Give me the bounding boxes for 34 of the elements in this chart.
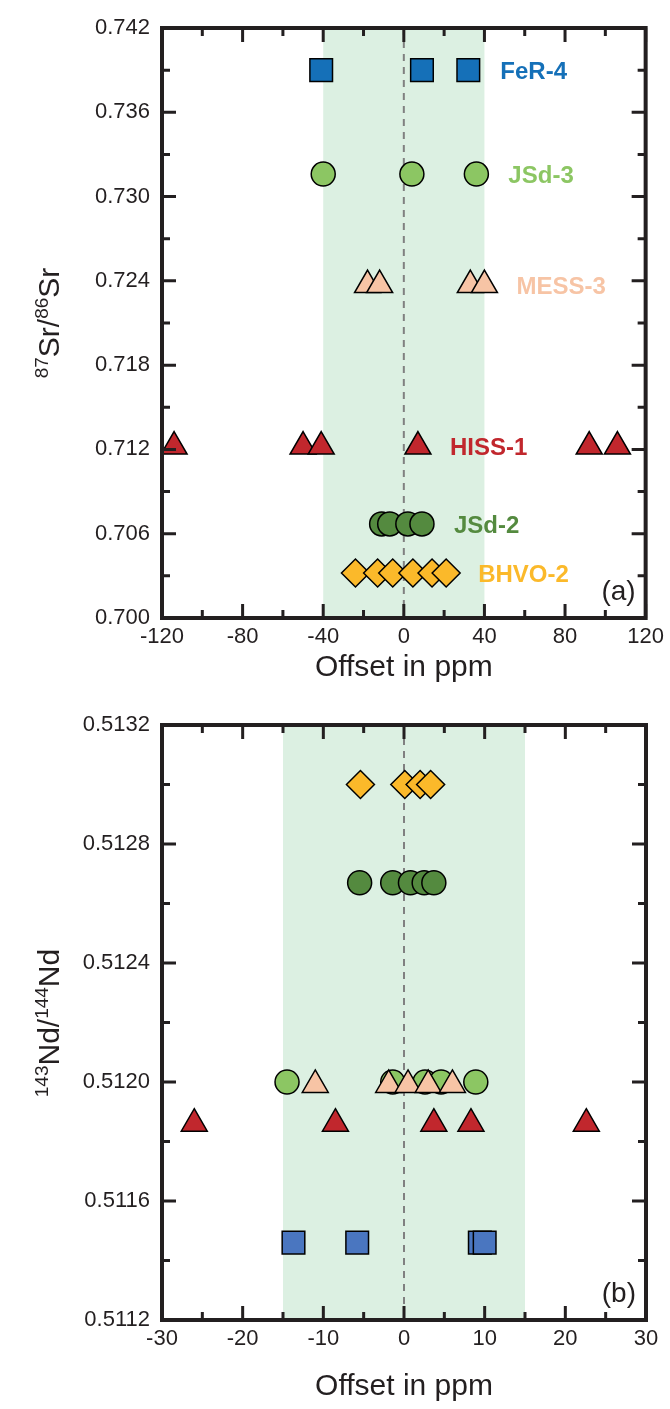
series-label: MESS-3 [516,271,606,299]
y-tick-label: 0.5116 [84,1187,150,1213]
y-tick-label: 0.724 [94,266,150,292]
x-axis-title: Offset in ppm [314,649,493,683]
y-tick-label: 0.5128 [82,830,150,856]
x-tick-label: 20 [553,1325,578,1351]
x-tick-label: -80 [226,623,259,649]
x-tick-label: -40 [307,623,340,649]
series-label: JSd-3 [508,160,574,188]
annotation: (b) [601,1276,636,1308]
series-label: JSd-2 [453,510,520,538]
series-label: FeR-4 [500,56,568,84]
y-tick-label: 0.730 [94,182,150,208]
x-tick-label: 10 [472,1325,497,1351]
series-label: HISS-1 [449,433,528,461]
x-axis-title: Offset in ppm [315,1368,493,1402]
x-tick-label: 80 [552,623,578,649]
y-tick-label: 0.706 [94,519,150,545]
y-tick-label: 0.712 [94,435,150,461]
series-label: BHVO-2 [478,559,569,587]
x-tick-label: -10 [307,1325,340,1351]
x-tick-label: 120 [627,623,665,649]
y-tick-label: 0.5120 [82,1068,150,1094]
x-tick-label: 0 [397,1325,411,1351]
annotation: (a) [601,574,636,606]
x-tick-label: 30 [633,1325,659,1351]
y-tick-label: 0.718 [94,351,150,377]
y-tick-label: 0.742 [94,14,150,40]
x-tick-label: 40 [472,623,497,649]
x-tick-label: 0 [397,623,410,649]
y-tick-label: 0.736 [94,98,150,124]
y-tick-label: 0.5132 [82,711,150,737]
y-tick-label: 0.5124 [82,949,150,975]
x-tick-label: -20 [226,1325,259,1351]
